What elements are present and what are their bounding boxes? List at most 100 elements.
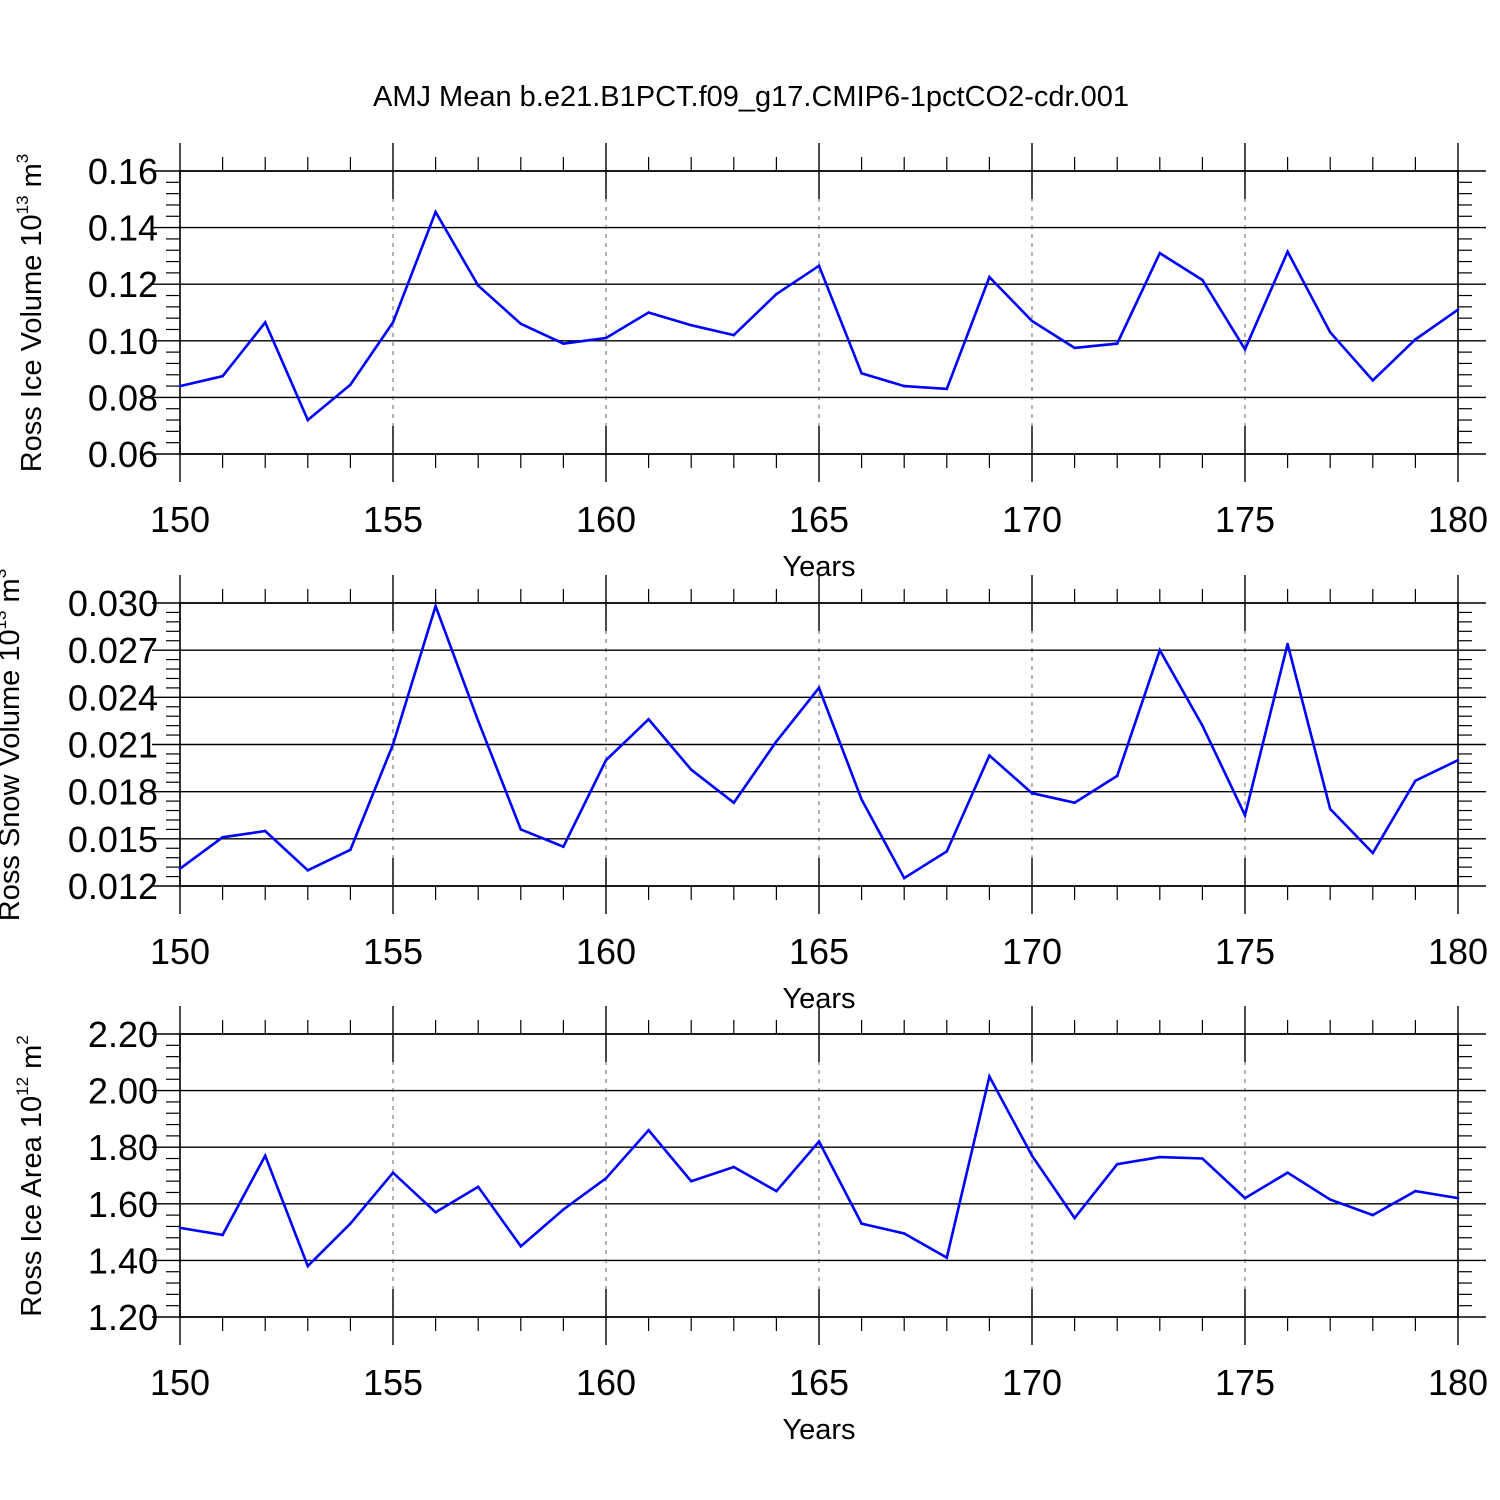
data-point <box>1328 807 1332 811</box>
data-point <box>1456 308 1460 311</box>
y-tick-label: 1.60 <box>88 1184 158 1225</box>
y-tick-label: 0.16 <box>88 151 158 192</box>
y-label-unit-exponent: 2 <box>13 1035 32 1044</box>
x-tick-label: 170 <box>1002 1362 1062 1403</box>
panel-1: 0.06 0.08 0.10 0.12 0.14 0.16 150 155 160 165 170 1… <box>13 143 1488 583</box>
data-point <box>349 848 352 852</box>
data-point <box>1201 1157 1204 1160</box>
y-label-unit: m <box>16 1045 48 1077</box>
data-point <box>1243 813 1247 817</box>
data-point <box>1115 774 1119 778</box>
x-tick-label: 150 <box>150 1362 210 1403</box>
data-point <box>1286 1171 1289 1174</box>
data-point <box>263 1154 267 1157</box>
data-point <box>860 372 863 375</box>
data-point <box>604 1177 608 1180</box>
data-point <box>1201 278 1204 282</box>
plot-frame <box>179 602 1459 887</box>
data-point <box>775 1189 778 1193</box>
data-point <box>988 1075 991 1078</box>
x-tick-label: 155 <box>363 931 423 972</box>
x-tick-label: 175 <box>1215 1362 1275 1403</box>
data-point <box>1414 779 1417 782</box>
data-point <box>476 284 480 287</box>
x-tick-label: 180 <box>1428 1362 1488 1403</box>
x-tick-label: 170 <box>1002 499 1062 540</box>
data-point <box>1328 1198 1332 1201</box>
x-tick-label: 165 <box>789 931 849 972</box>
data-point <box>1243 347 1247 351</box>
y-label-unit: m <box>16 163 48 195</box>
data-point <box>263 321 267 324</box>
data-point <box>604 758 608 762</box>
y-label-text: Ross Ice Volume 10 <box>16 214 48 472</box>
y-label-unit-exponent: 3 <box>0 569 10 578</box>
y-tick-label: 2.00 <box>88 1071 158 1112</box>
y-tick-label: 0.030 <box>68 583 158 624</box>
data-point <box>1158 648 1162 652</box>
data-point <box>178 384 182 388</box>
y-tick-label: 1.20 <box>88 1297 158 1338</box>
x-tick-label: 165 <box>789 499 849 540</box>
data-point <box>689 1179 693 1183</box>
data-point <box>1456 1196 1460 1200</box>
data-point <box>562 1208 565 1211</box>
data-point <box>1371 1213 1375 1217</box>
y-label-text: Ross Ice Area 10 <box>16 1096 48 1317</box>
data-point <box>1115 1162 1119 1166</box>
y-tick-label: 0.08 <box>88 377 158 418</box>
data-point <box>988 754 991 757</box>
data-point <box>1286 642 1289 646</box>
data-point <box>306 868 310 872</box>
data-point <box>902 384 906 388</box>
y-tick-label: 0.021 <box>68 725 158 766</box>
data-point <box>902 876 906 880</box>
data-point <box>1115 342 1119 345</box>
y-label-exponent: 13 <box>0 610 10 629</box>
y-label-unit: m <box>0 578 26 610</box>
data-point <box>1073 346 1076 350</box>
y-label-exponent: 13 <box>13 195 32 214</box>
data-point <box>221 374 224 378</box>
panel-3: 1.20 1.40 1.60 1.80 2.00 2.20 150 155 160 165 170 1… <box>13 1006 1488 1446</box>
data-point <box>306 418 310 422</box>
x-tick-label: 160 <box>576 1362 636 1403</box>
data-point <box>434 604 437 608</box>
x-axis-label: Years <box>782 1414 855 1446</box>
data-point <box>1243 1196 1247 1200</box>
data-point <box>988 275 991 279</box>
x-tick-label: 175 <box>1215 499 1275 540</box>
data-point <box>945 850 949 853</box>
data-point <box>391 1171 395 1174</box>
data-point <box>647 718 650 721</box>
data-point <box>562 845 565 848</box>
x-tick-label: 180 <box>1428 931 1488 972</box>
y-tick-label: 2.20 <box>88 1014 158 1055</box>
data-point <box>775 292 778 296</box>
data-point <box>1158 251 1162 255</box>
data-point <box>1414 1189 1417 1193</box>
data-point <box>817 686 821 690</box>
data-point <box>647 311 650 314</box>
data-point <box>945 387 949 391</box>
y-label-unit-exponent: 3 <box>13 154 32 163</box>
data-point <box>945 1256 949 1259</box>
y-tick-label: 0.06 <box>88 434 158 475</box>
data-point <box>1414 338 1417 341</box>
x-tick-label: 150 <box>150 931 210 972</box>
data-point <box>732 1165 736 1169</box>
data-point <box>349 1222 352 1225</box>
data-point <box>732 333 736 337</box>
data-point <box>604 336 608 340</box>
x-tick-label: 150 <box>150 499 210 540</box>
y-tick-label: 1.40 <box>88 1240 158 1281</box>
panel-2: 0.012 0.015 0.018 0.021 0.024 0.027 0.030 150 15… <box>0 569 1488 1015</box>
y-tick-label: 0.024 <box>68 677 158 718</box>
x-tick-label: 155 <box>363 499 423 540</box>
y-axis-label: Ross Snow Volume 1013 m3 <box>0 569 26 921</box>
y-tick-label: 0.12 <box>88 264 158 305</box>
data-point <box>817 264 821 268</box>
data-point <box>562 342 565 345</box>
